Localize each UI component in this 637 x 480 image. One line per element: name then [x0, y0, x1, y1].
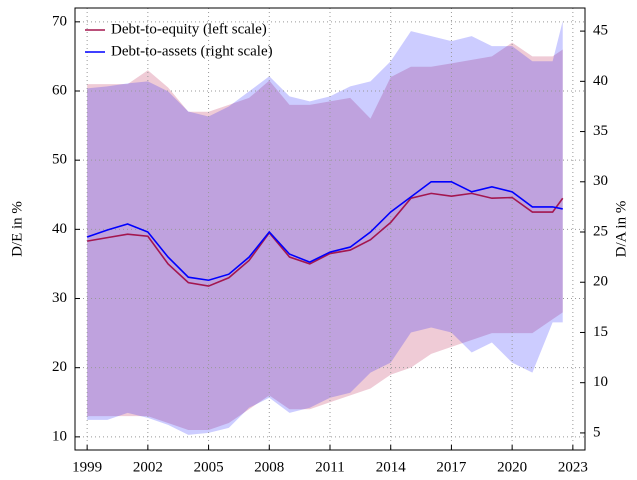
band [87, 21, 563, 435]
y-tick-label: 60 [52, 82, 67, 98]
x-tick-label: 1999 [72, 459, 102, 475]
y-tick-label: 50 [52, 152, 67, 168]
y2-tick-label: 15 [593, 324, 608, 340]
legend-label: Debt-to-assets (right scale) [111, 43, 273, 59]
y-tick-label: 40 [52, 221, 67, 237]
x-tick-label: 2017 [436, 459, 467, 475]
y-tick-label: 30 [52, 290, 67, 306]
x-tick-label: 2023 [558, 459, 588, 475]
y2-tick-label: 30 [593, 173, 608, 189]
y2-axis-label: D/A in % [613, 201, 629, 258]
y2-tick-label: 20 [593, 274, 608, 290]
y2-tick-label: 25 [593, 223, 608, 239]
y2-tick-label: 45 [593, 23, 608, 39]
series-line [87, 192, 564, 287]
y-axis-label: D/E in % [9, 201, 25, 257]
x-tick-label: 2008 [254, 459, 284, 475]
band [87, 42, 563, 430]
x-tick-label: 2002 [133, 459, 163, 475]
y-tick-label: 20 [52, 359, 67, 375]
y-tick-label: 10 [52, 428, 67, 444]
plot-frame [74, 7, 586, 451]
x-tick-label: 2005 [194, 459, 224, 475]
x-tick-label: 2014 [376, 459, 407, 475]
y2-tick-label: 40 [593, 73, 608, 89]
y2-tick-label: 35 [593, 123, 608, 139]
y-tick-label: 70 [52, 13, 67, 29]
x-tick-label: 2011 [315, 459, 344, 475]
x-tick-label: 2020 [497, 459, 527, 475]
y2-tick-label: 10 [593, 374, 608, 390]
legend-label: Debt-to-equity (left scale) [111, 21, 267, 37]
y2-tick-label: 5 [593, 424, 601, 440]
series-line [86, 180, 563, 282]
